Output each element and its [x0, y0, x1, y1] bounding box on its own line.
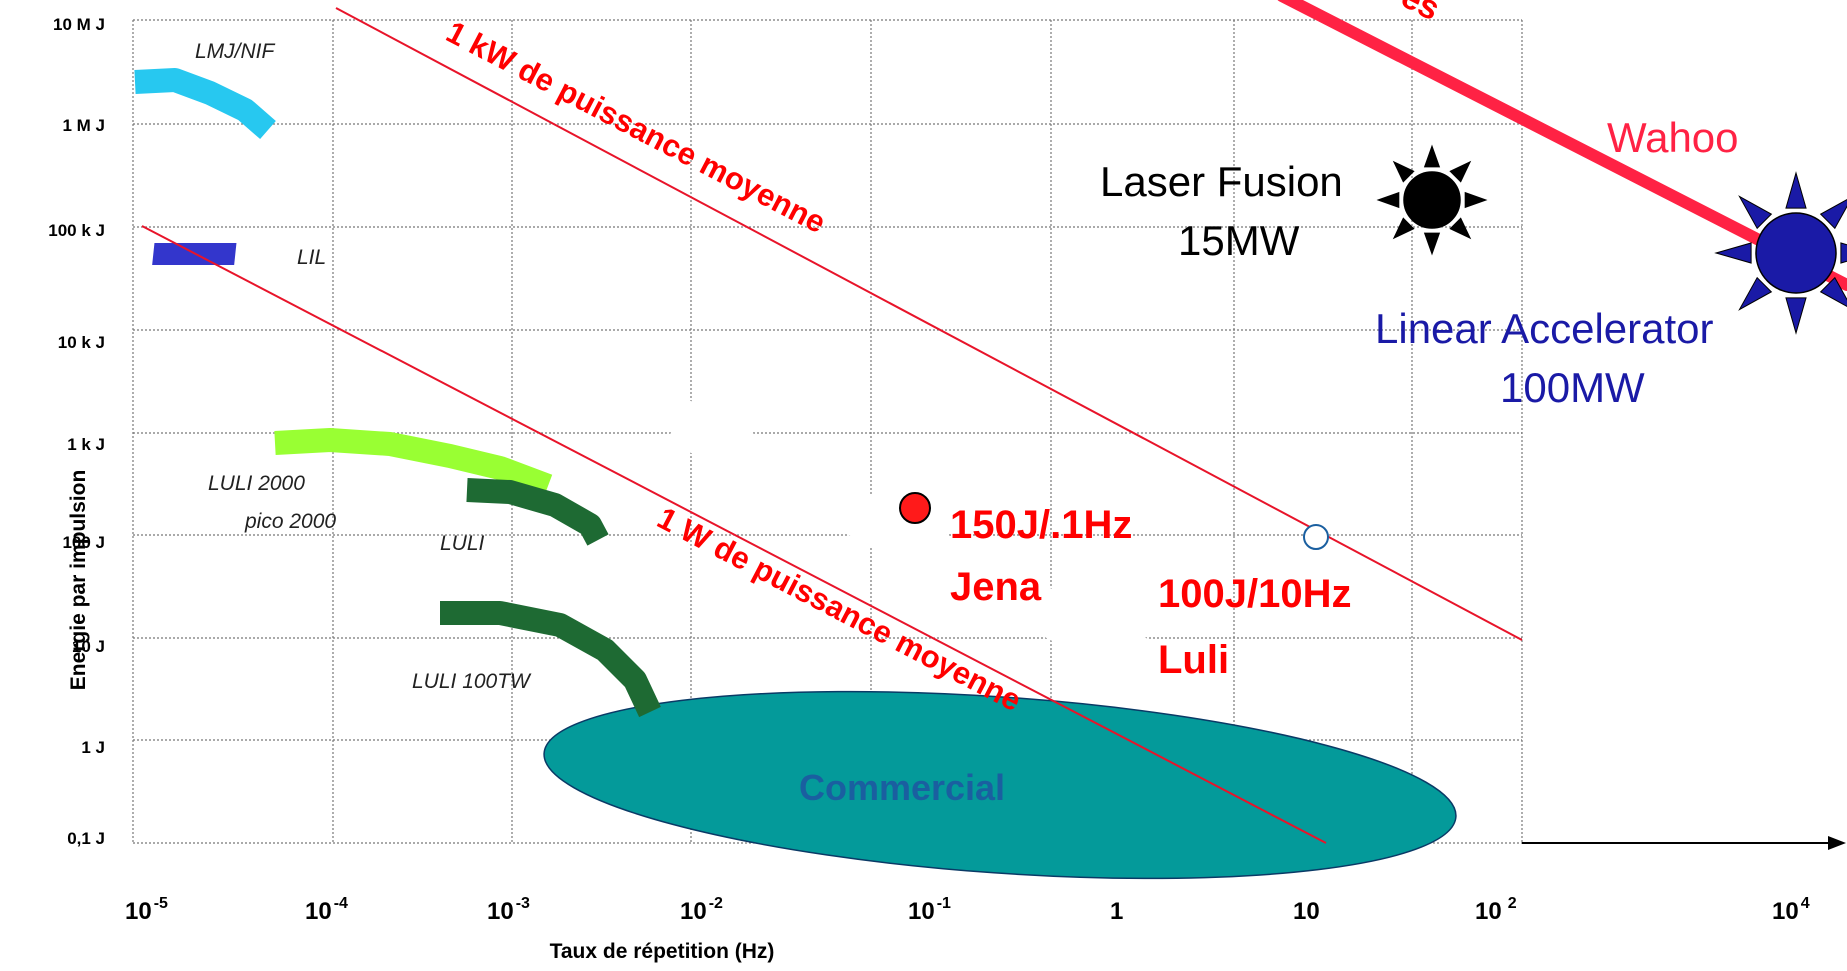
- linear-accelerator-label-line1: Linear Accelerator: [1375, 305, 1714, 352]
- x-tick-labels: 10 -5 10 -4 10 -3 10 -2 10 -1 1 10 10 2 10 4: [125, 895, 1810, 925]
- x-axis-arrow: [1828, 836, 1846, 850]
- sun-ray: [1423, 144, 1441, 168]
- sun-ray: [1819, 198, 1847, 230]
- luli-label-line1: 100J/10Hz: [1158, 572, 1351, 616]
- y-axis-title: Energie par impulsion: [67, 470, 90, 691]
- linear-accelerator-marker: [1714, 171, 1847, 335]
- x-tick-label-8: 10 4: [1772, 895, 1810, 925]
- y-tick-label-1: 1 M J: [62, 116, 105, 135]
- commercial-label: Commercial: [799, 767, 1005, 808]
- laser-fusion-label-line1: Laser Fusion: [1100, 158, 1343, 205]
- label-mask-1w: [666, 399, 1154, 683]
- sun-ray: [1819, 276, 1847, 308]
- sun-disc: [1403, 171, 1461, 229]
- y-tick-label-6: 10 J: [72, 637, 105, 656]
- x-tick-label-5: 1: [1110, 898, 1123, 925]
- sun-ray: [1423, 232, 1441, 256]
- sun-ray: [1464, 191, 1488, 209]
- power-line-1kw-label: 1 kW de puissance moyenne: [441, 14, 832, 240]
- x-tick-label-0: 10 -5: [125, 895, 168, 925]
- x-tick-label-6: 10: [1293, 898, 1320, 925]
- lil-label: LIL: [297, 246, 326, 269]
- y-tick-label-3: 10 k J: [58, 333, 105, 352]
- luli-100tw-band: [440, 601, 661, 718]
- sun-ray: [1392, 217, 1415, 240]
- x-tick-label-4: 10 -1: [908, 895, 951, 925]
- sun-ray: [1738, 195, 1773, 230]
- x-tick-label-1: 10 -4: [305, 895, 348, 925]
- y-tick-labels: 10 M J 1 M J 100 k J 10 k J 1 k J 100 J 10 J 1 …: [48, 15, 105, 848]
- sun-ray: [1714, 242, 1752, 264]
- laser-fusion-marker: [1376, 144, 1488, 256]
- wahoo-line: [1277, 0, 1847, 291]
- y-tick-label-4: 1 k J: [67, 435, 105, 454]
- commercial-region: [543, 690, 1457, 880]
- x-tick-label-2: 10 -3: [487, 895, 530, 925]
- y-tick-label-8: 0,1 J: [67, 829, 105, 848]
- y-tick-label-5: 100 J: [62, 533, 105, 552]
- laser-fusion-label-line2: 15MW: [1178, 217, 1300, 264]
- y-tick-label-2: 100 k J: [48, 221, 105, 240]
- sun-ray: [1449, 160, 1472, 183]
- linear-accelerator-label-line2: 100MW: [1500, 364, 1645, 411]
- pico-2000-label: pico 2000: [244, 510, 336, 533]
- sun-disc: [1755, 212, 1837, 294]
- jena-label-line1: 150J/.1Hz: [950, 503, 1132, 547]
- sun-ray: [1449, 217, 1472, 240]
- pico-2000-band: [466, 478, 609, 546]
- x-tick-label-7: 10 2: [1475, 895, 1517, 925]
- cut-label: es: [1395, 0, 1446, 28]
- sun-ray: [1785, 297, 1807, 335]
- sun-ray: [1840, 242, 1847, 264]
- lmj-nif-label: LMJ/NIF: [195, 40, 276, 63]
- x-tick-label-3: 10 -2: [680, 895, 723, 925]
- bottom-mask: [0, 880, 1847, 971]
- jena-label-line2: Jena: [950, 565, 1042, 609]
- power-line-1w: [141, 225, 1327, 844]
- luli-point: [1303, 524, 1329, 550]
- sun-ray: [1392, 160, 1415, 183]
- sun-ray: [1738, 276, 1773, 311]
- luli-2000-label: LULI 2000: [208, 472, 305, 495]
- x-axis-title: Taux de répetition (Hz): [550, 940, 775, 963]
- luli-label: LULI: [440, 532, 485, 555]
- wahoo-label: Wahoo: [1607, 114, 1739, 161]
- jena-point: [899, 492, 931, 524]
- sun-ray: [1376, 191, 1400, 209]
- luli-2000-band: [274, 428, 553, 498]
- y-tick-label-7: 1 J: [81, 738, 105, 757]
- sun-ray: [1785, 171, 1807, 209]
- y-tick-label-0: 10 M J: [53, 15, 105, 34]
- luli-100tw-label: LULI 100TW: [412, 670, 532, 693]
- luli-label-line2: Luli: [1158, 638, 1229, 682]
- lmj-nif-band: [134, 68, 276, 140]
